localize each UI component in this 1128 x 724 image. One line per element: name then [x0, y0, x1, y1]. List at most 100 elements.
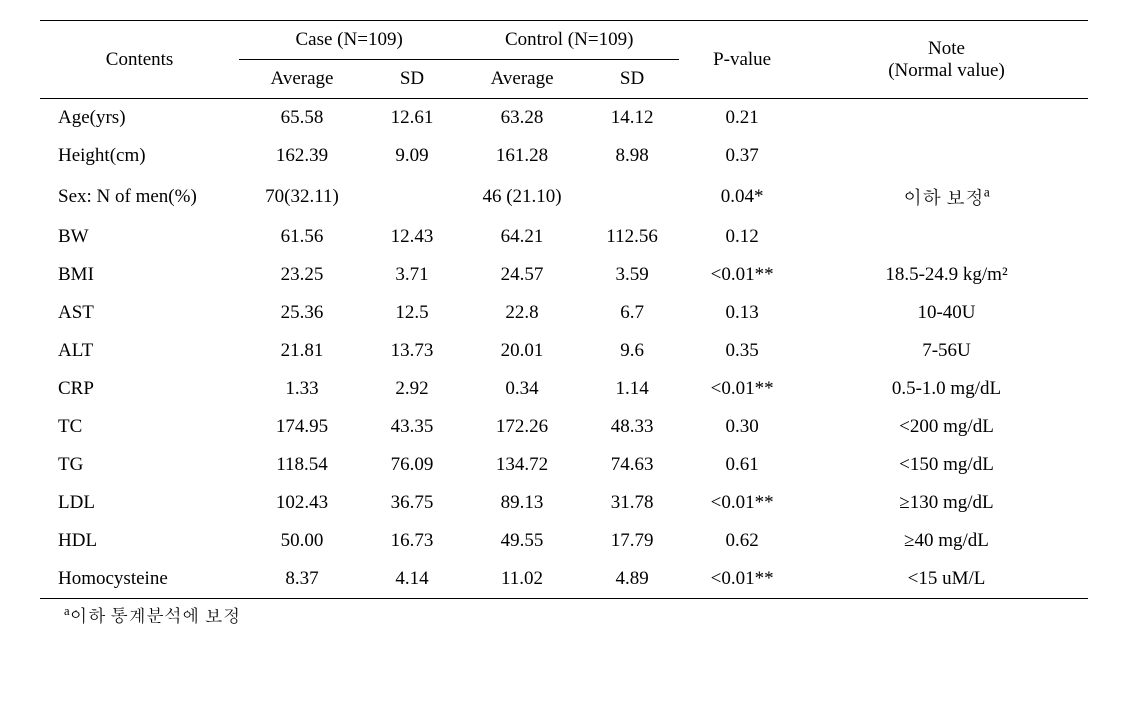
cell-label: HDL	[40, 522, 239, 560]
cell-p: <0.01**	[679, 560, 805, 599]
cell-ct_sd: 8.98	[585, 137, 679, 175]
table-row: TC174.9543.35172.2648.330.30<200 mg/dL	[40, 408, 1088, 446]
cell-ct_sd: 48.33	[585, 408, 679, 446]
cell-label: BW	[40, 218, 239, 256]
table-row: AST25.3612.522.86.70.1310-40U	[40, 294, 1088, 332]
table-row: BW61.5612.4364.21112.560.12	[40, 218, 1088, 256]
cell-ct_sd: 17.79	[585, 522, 679, 560]
table-row: HDL50.0016.7349.5517.790.62≥40 mg/dL	[40, 522, 1088, 560]
cell-ct_sd: 14.12	[585, 99, 679, 138]
cell-ct_avg: 11.02	[459, 560, 585, 599]
cell-label: LDL	[40, 484, 239, 522]
cell-c_sd: 12.61	[365, 99, 459, 138]
table-row: Sex: N of men(%)70(32.11)46 (21.10)0.04*…	[40, 175, 1088, 218]
cell-ct_sd: 3.59	[585, 256, 679, 294]
footnote: a이하 통계분석에 보정	[40, 599, 1088, 628]
footnote-text: 이하 통계분석에 보정	[70, 606, 241, 626]
cell-ct_avg: 63.28	[459, 99, 585, 138]
cell-c_sd: 4.14	[365, 560, 459, 599]
cell-label: TC	[40, 408, 239, 446]
cell-ct_avg: 46 (21.10)	[459, 175, 585, 218]
cell-c_avg: 21.81	[239, 332, 365, 370]
cell-ct_avg: 49.55	[459, 522, 585, 560]
cell-p: 0.13	[679, 294, 805, 332]
table-row: ALT21.8113.7320.019.60.357-56U	[40, 332, 1088, 370]
cell-c_avg: 61.56	[239, 218, 365, 256]
control-sd: SD	[585, 60, 679, 99]
cell-c_sd	[365, 175, 459, 218]
cell-ct_avg: 161.28	[459, 137, 585, 175]
cell-c_avg: 25.36	[239, 294, 365, 332]
table-row: Homocysteine8.374.1411.024.89<0.01**<15 …	[40, 560, 1088, 599]
cell-p: <0.01**	[679, 484, 805, 522]
cell-c_sd: 36.75	[365, 484, 459, 522]
col-contents: Contents	[40, 21, 239, 99]
cell-c_avg: 102.43	[239, 484, 365, 522]
cell-note: ≥130 mg/dL	[805, 484, 1088, 522]
cell-label: Age(yrs)	[40, 99, 239, 138]
cell-ct_sd: 74.63	[585, 446, 679, 484]
cell-label: TG	[40, 446, 239, 484]
cell-note	[805, 137, 1088, 175]
cell-p: 0.12	[679, 218, 805, 256]
col-control: Control (N=109)	[459, 21, 679, 60]
cell-note: <150 mg/dL	[805, 446, 1088, 484]
cell-ct_avg: 22.8	[459, 294, 585, 332]
cell-c_avg: 1.33	[239, 370, 365, 408]
cell-c_avg: 162.39	[239, 137, 365, 175]
cell-ct_sd: 1.14	[585, 370, 679, 408]
table-row: TG118.5476.09134.7274.630.61<150 mg/dL	[40, 446, 1088, 484]
cell-c_sd: 12.5	[365, 294, 459, 332]
cell-note: 18.5-24.9 kg/m²	[805, 256, 1088, 294]
case-sd: SD	[365, 60, 459, 99]
cell-note: 이하 보정a	[805, 175, 1088, 218]
cell-ct_sd: 9.6	[585, 332, 679, 370]
cell-note: <200 mg/dL	[805, 408, 1088, 446]
cell-p: 0.37	[679, 137, 805, 175]
cell-label: AST	[40, 294, 239, 332]
cell-ct_sd	[585, 175, 679, 218]
cell-label: Homocysteine	[40, 560, 239, 599]
cell-ct_sd: 112.56	[585, 218, 679, 256]
cell-p: 0.62	[679, 522, 805, 560]
cell-p: <0.01**	[679, 370, 805, 408]
note-sub-label: (Normal value)	[888, 60, 1005, 81]
cell-ct_avg: 20.01	[459, 332, 585, 370]
case-average: Average	[239, 60, 365, 99]
cell-ct_avg: 0.34	[459, 370, 585, 408]
table-body: Age(yrs)65.5812.6163.2814.120.21Height(c…	[40, 99, 1088, 599]
table-row: Age(yrs)65.5812.6163.2814.120.21	[40, 99, 1088, 138]
cell-c_avg: 118.54	[239, 446, 365, 484]
cell-c_avg: 70(32.11)	[239, 175, 365, 218]
cell-label: Sex: N of men(%)	[40, 175, 239, 218]
cell-c_sd: 9.09	[365, 137, 459, 175]
cell-p: <0.01**	[679, 256, 805, 294]
table-row: LDL102.4336.7589.1331.78<0.01**≥130 mg/d…	[40, 484, 1088, 522]
cell-c_avg: 50.00	[239, 522, 365, 560]
col-case: Case (N=109)	[239, 21, 459, 60]
table-row: CRP1.332.920.341.14<0.01**0.5-1.0 mg/dL	[40, 370, 1088, 408]
cell-c_avg: 174.95	[239, 408, 365, 446]
cell-ct_avg: 24.57	[459, 256, 585, 294]
cell-label: BMI	[40, 256, 239, 294]
cell-ct_sd: 6.7	[585, 294, 679, 332]
cell-c_avg: 8.37	[239, 560, 365, 599]
cell-c_sd: 16.73	[365, 522, 459, 560]
col-pvalue: P-value	[679, 21, 805, 99]
cell-ct_avg: 172.26	[459, 408, 585, 446]
control-average: Average	[459, 60, 585, 99]
cell-c_sd: 2.92	[365, 370, 459, 408]
cell-note: <15 uM/L	[805, 560, 1088, 599]
cell-c_sd: 3.71	[365, 256, 459, 294]
cell-c_sd: 12.43	[365, 218, 459, 256]
cell-label: ALT	[40, 332, 239, 370]
cell-c_avg: 23.25	[239, 256, 365, 294]
cell-c_sd: 76.09	[365, 446, 459, 484]
cell-note: 10-40U	[805, 294, 1088, 332]
cell-note	[805, 99, 1088, 138]
cell-note	[805, 218, 1088, 256]
cell-note: 0.5-1.0 mg/dL	[805, 370, 1088, 408]
cell-note: 7-56U	[805, 332, 1088, 370]
header-row-1: Contents Case (N=109) Control (N=109) P-…	[40, 21, 1088, 60]
cell-c_sd: 13.73	[365, 332, 459, 370]
